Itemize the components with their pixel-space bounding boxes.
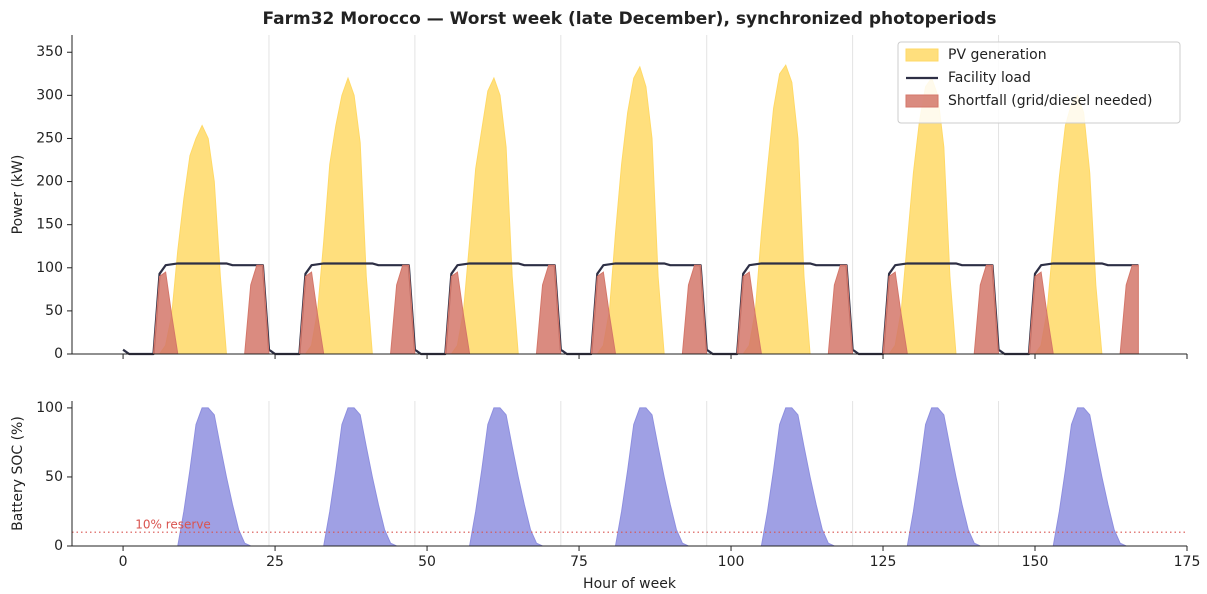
legend-label: Facility load xyxy=(948,70,1031,86)
y-tick-label: 150 xyxy=(36,217,63,233)
y-tick-label: 50 xyxy=(45,469,63,485)
reserve-label: 10% reserve xyxy=(135,518,211,532)
chart-title: Farm32 Morocco — Worst week (late Decemb… xyxy=(263,9,997,29)
x-axis-label: Hour of week xyxy=(583,576,677,592)
legend-swatch xyxy=(905,48,939,62)
legend: PV generation Facility load Shortfall (gri… xyxy=(897,41,1181,124)
y-tick-label: 100 xyxy=(36,260,63,276)
y-tick-label: 350 xyxy=(36,44,63,60)
y-tick-label: 250 xyxy=(36,130,63,146)
y-tick-label: 100 xyxy=(36,400,63,416)
y-tick-label: 0 xyxy=(54,346,63,362)
x-tick-label: 0 xyxy=(119,554,128,570)
x-tick-label: 75 xyxy=(570,554,588,570)
y-tick-label: 200 xyxy=(36,174,63,190)
y-tick-label: 50 xyxy=(45,303,63,319)
legend-box xyxy=(897,41,1181,124)
x-tick-label: 25 xyxy=(266,554,284,570)
y-tick-label: 300 xyxy=(36,87,63,103)
x-tick-label: 150 xyxy=(1022,554,1049,570)
legend-label: PV generation xyxy=(948,47,1047,63)
legend-swatch xyxy=(905,94,939,108)
y-axis-label: Power (kW) xyxy=(10,155,26,235)
y-axis-label: Battery SOC (%) xyxy=(10,416,26,531)
y-tick-label: 0 xyxy=(54,538,63,554)
legend-label: Shortfall (grid/diesel needed) xyxy=(948,93,1153,109)
x-tick-label: 125 xyxy=(870,554,897,570)
x-tick-label: 50 xyxy=(418,554,436,570)
area xyxy=(123,407,1139,547)
x-tick-label: 175 xyxy=(1174,554,1201,570)
x-tick-label: 100 xyxy=(718,554,745,570)
